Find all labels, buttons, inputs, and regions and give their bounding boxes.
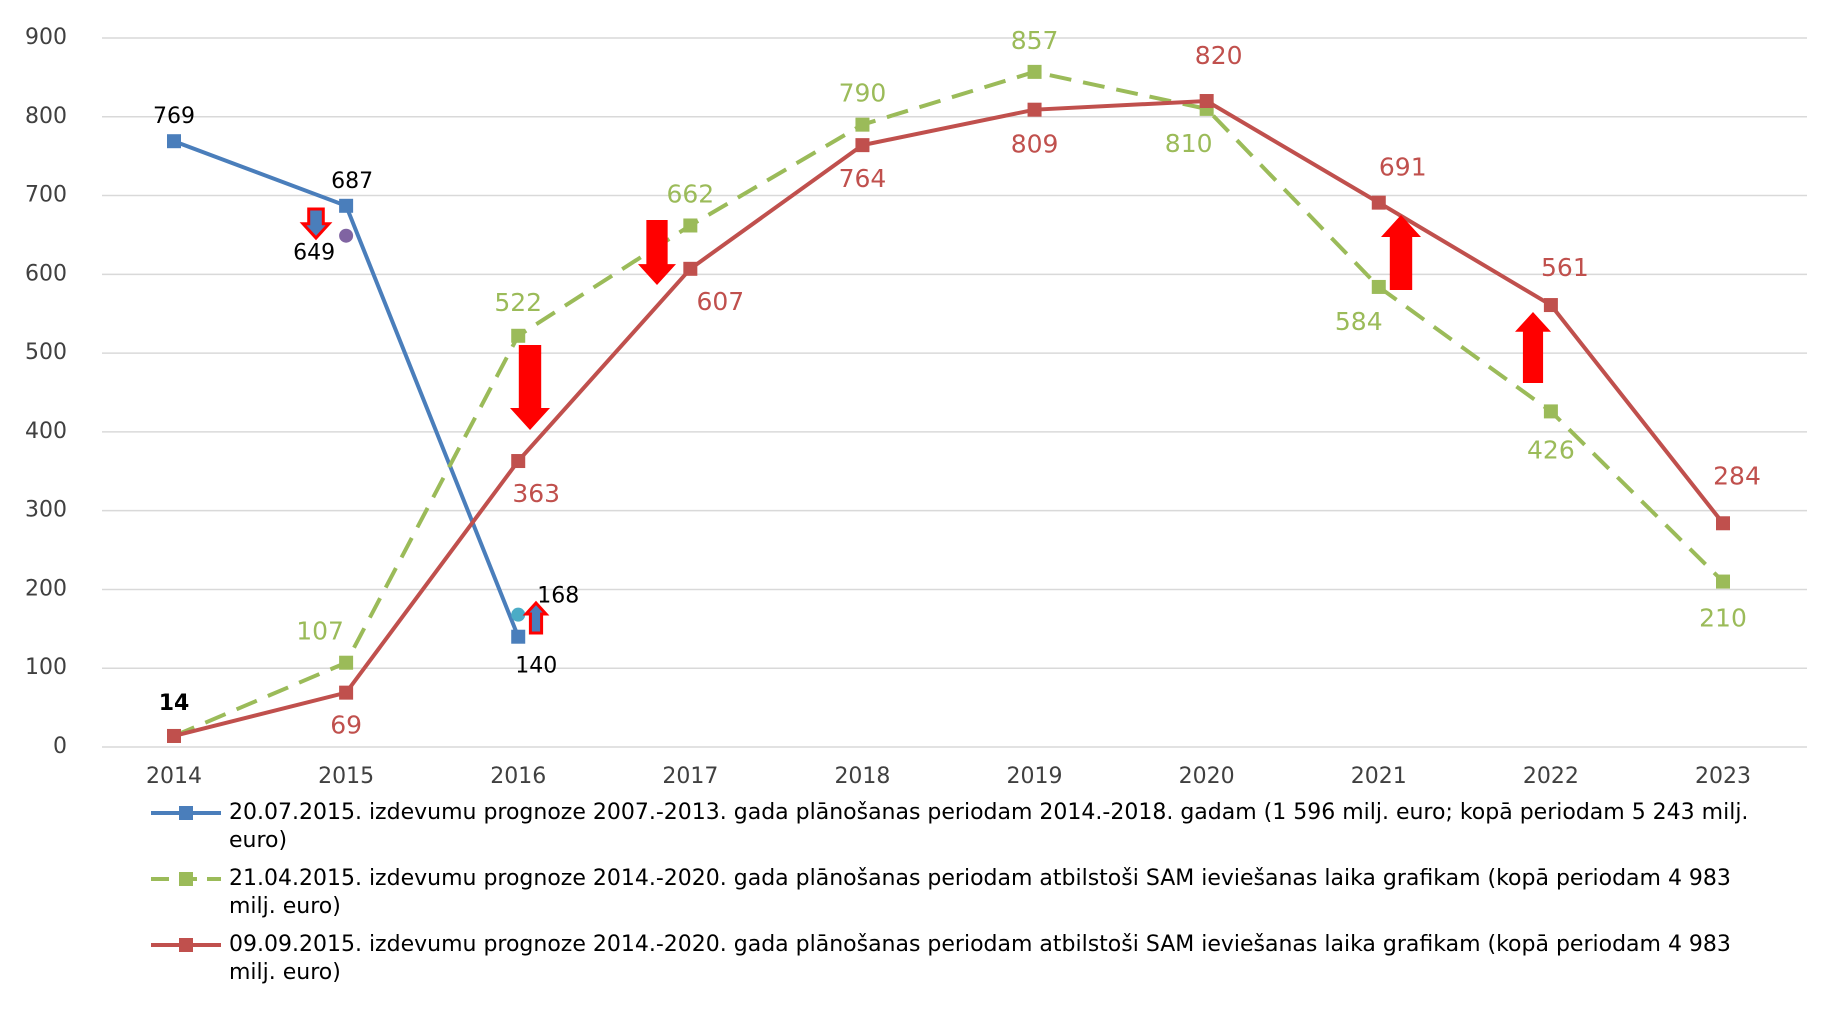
change-arrow (522, 600, 550, 635)
y-tick-label: 500 (25, 340, 67, 365)
data-label: 363 (512, 479, 560, 508)
marker (339, 198, 354, 213)
y-tick-label: 0 (53, 734, 67, 759)
change-arrow (1515, 312, 1551, 383)
x-tick-label: 2015 (318, 764, 374, 789)
data-label: 691 (1379, 153, 1427, 182)
marker (167, 134, 181, 149)
data-label: 210 (1699, 604, 1747, 633)
marker (167, 728, 181, 743)
change-arrow (638, 220, 676, 285)
marker (1716, 516, 1730, 531)
series-line (173, 139, 521, 638)
y-tick-label: 800 (25, 104, 67, 129)
legend-label: 21.04.2015. izdevumu prognoze 2014.-2020… (229, 866, 1731, 919)
data-label: 14 (159, 691, 190, 716)
marker (1716, 574, 1730, 589)
legend-label: 09.09.2015. izdevumu prognoze 2014.-2020… (229, 932, 1731, 985)
data-label: 769 (153, 104, 195, 129)
data-label: 662 (666, 179, 714, 208)
marker (511, 328, 526, 343)
y-tick-label: 400 (25, 419, 67, 444)
data-label: 168 (537, 584, 579, 609)
change-arrow (510, 345, 550, 430)
x-tick-label: 2019 (1007, 764, 1063, 789)
change-arrow (299, 207, 333, 241)
data-label: 107 (296, 617, 344, 646)
data-label: 764 (839, 164, 887, 193)
marker (511, 454, 526, 469)
y-tick-label: 600 (25, 261, 67, 286)
marker (511, 629, 526, 644)
legend-marker (179, 806, 193, 820)
data-label: 687 (331, 169, 373, 194)
legend-marker (179, 938, 193, 952)
marker (855, 117, 870, 132)
x-tick-label: 2021 (1351, 764, 1407, 789)
data-label: 561 (1541, 253, 1589, 282)
marker (683, 218, 698, 233)
data-label: 522 (494, 288, 542, 317)
data-label: 584 (1335, 307, 1383, 336)
legend-marker (179, 872, 193, 886)
legend-label: 20.07.2015. izdevumu prognoze 2007.-2013… (229, 800, 1749, 853)
marker (1543, 298, 1558, 313)
x-tick-label: 2022 (1523, 764, 1579, 789)
x-tick-label: 2017 (662, 764, 718, 789)
y-tick-label: 100 (25, 655, 67, 680)
marker (1371, 279, 1386, 294)
data-label: 426 (1527, 435, 1575, 464)
x-tick-label: 2023 (1695, 764, 1751, 789)
x-tick-label: 2014 (146, 764, 202, 789)
y-tick-label: 300 (25, 498, 67, 523)
data-label: 790 (839, 79, 887, 108)
data-label: 857 (1011, 26, 1059, 55)
marker (1371, 195, 1386, 210)
x-tick-label: 2016 (490, 764, 546, 789)
data-label: 140 (515, 654, 557, 679)
data-label: 809 (1011, 130, 1059, 159)
data-label: 69 (330, 711, 362, 740)
change-arrow (1381, 215, 1421, 290)
y-tick-label: 200 (25, 576, 67, 601)
data-label: 284 (1713, 461, 1761, 490)
data-label: 607 (696, 287, 744, 316)
extra-point (339, 228, 354, 243)
marker (1027, 102, 1042, 117)
data-label: 649 (293, 241, 335, 266)
y-tick-label: 700 (25, 183, 67, 208)
marker (855, 138, 870, 153)
x-tick-label: 2020 (1179, 764, 1235, 789)
data-label: 820 (1195, 41, 1243, 70)
marker (339, 655, 354, 670)
marker (1543, 404, 1558, 419)
marker (1027, 64, 1042, 79)
series-line (173, 98, 1725, 738)
marker (683, 261, 698, 276)
x-tick-label: 2018 (834, 764, 890, 789)
y-tick-label: 900 (25, 25, 67, 50)
extra-point (511, 607, 526, 622)
marker (339, 685, 354, 700)
marker (1199, 94, 1214, 109)
series-line (173, 69, 1725, 738)
data-label: 810 (1165, 129, 1213, 158)
